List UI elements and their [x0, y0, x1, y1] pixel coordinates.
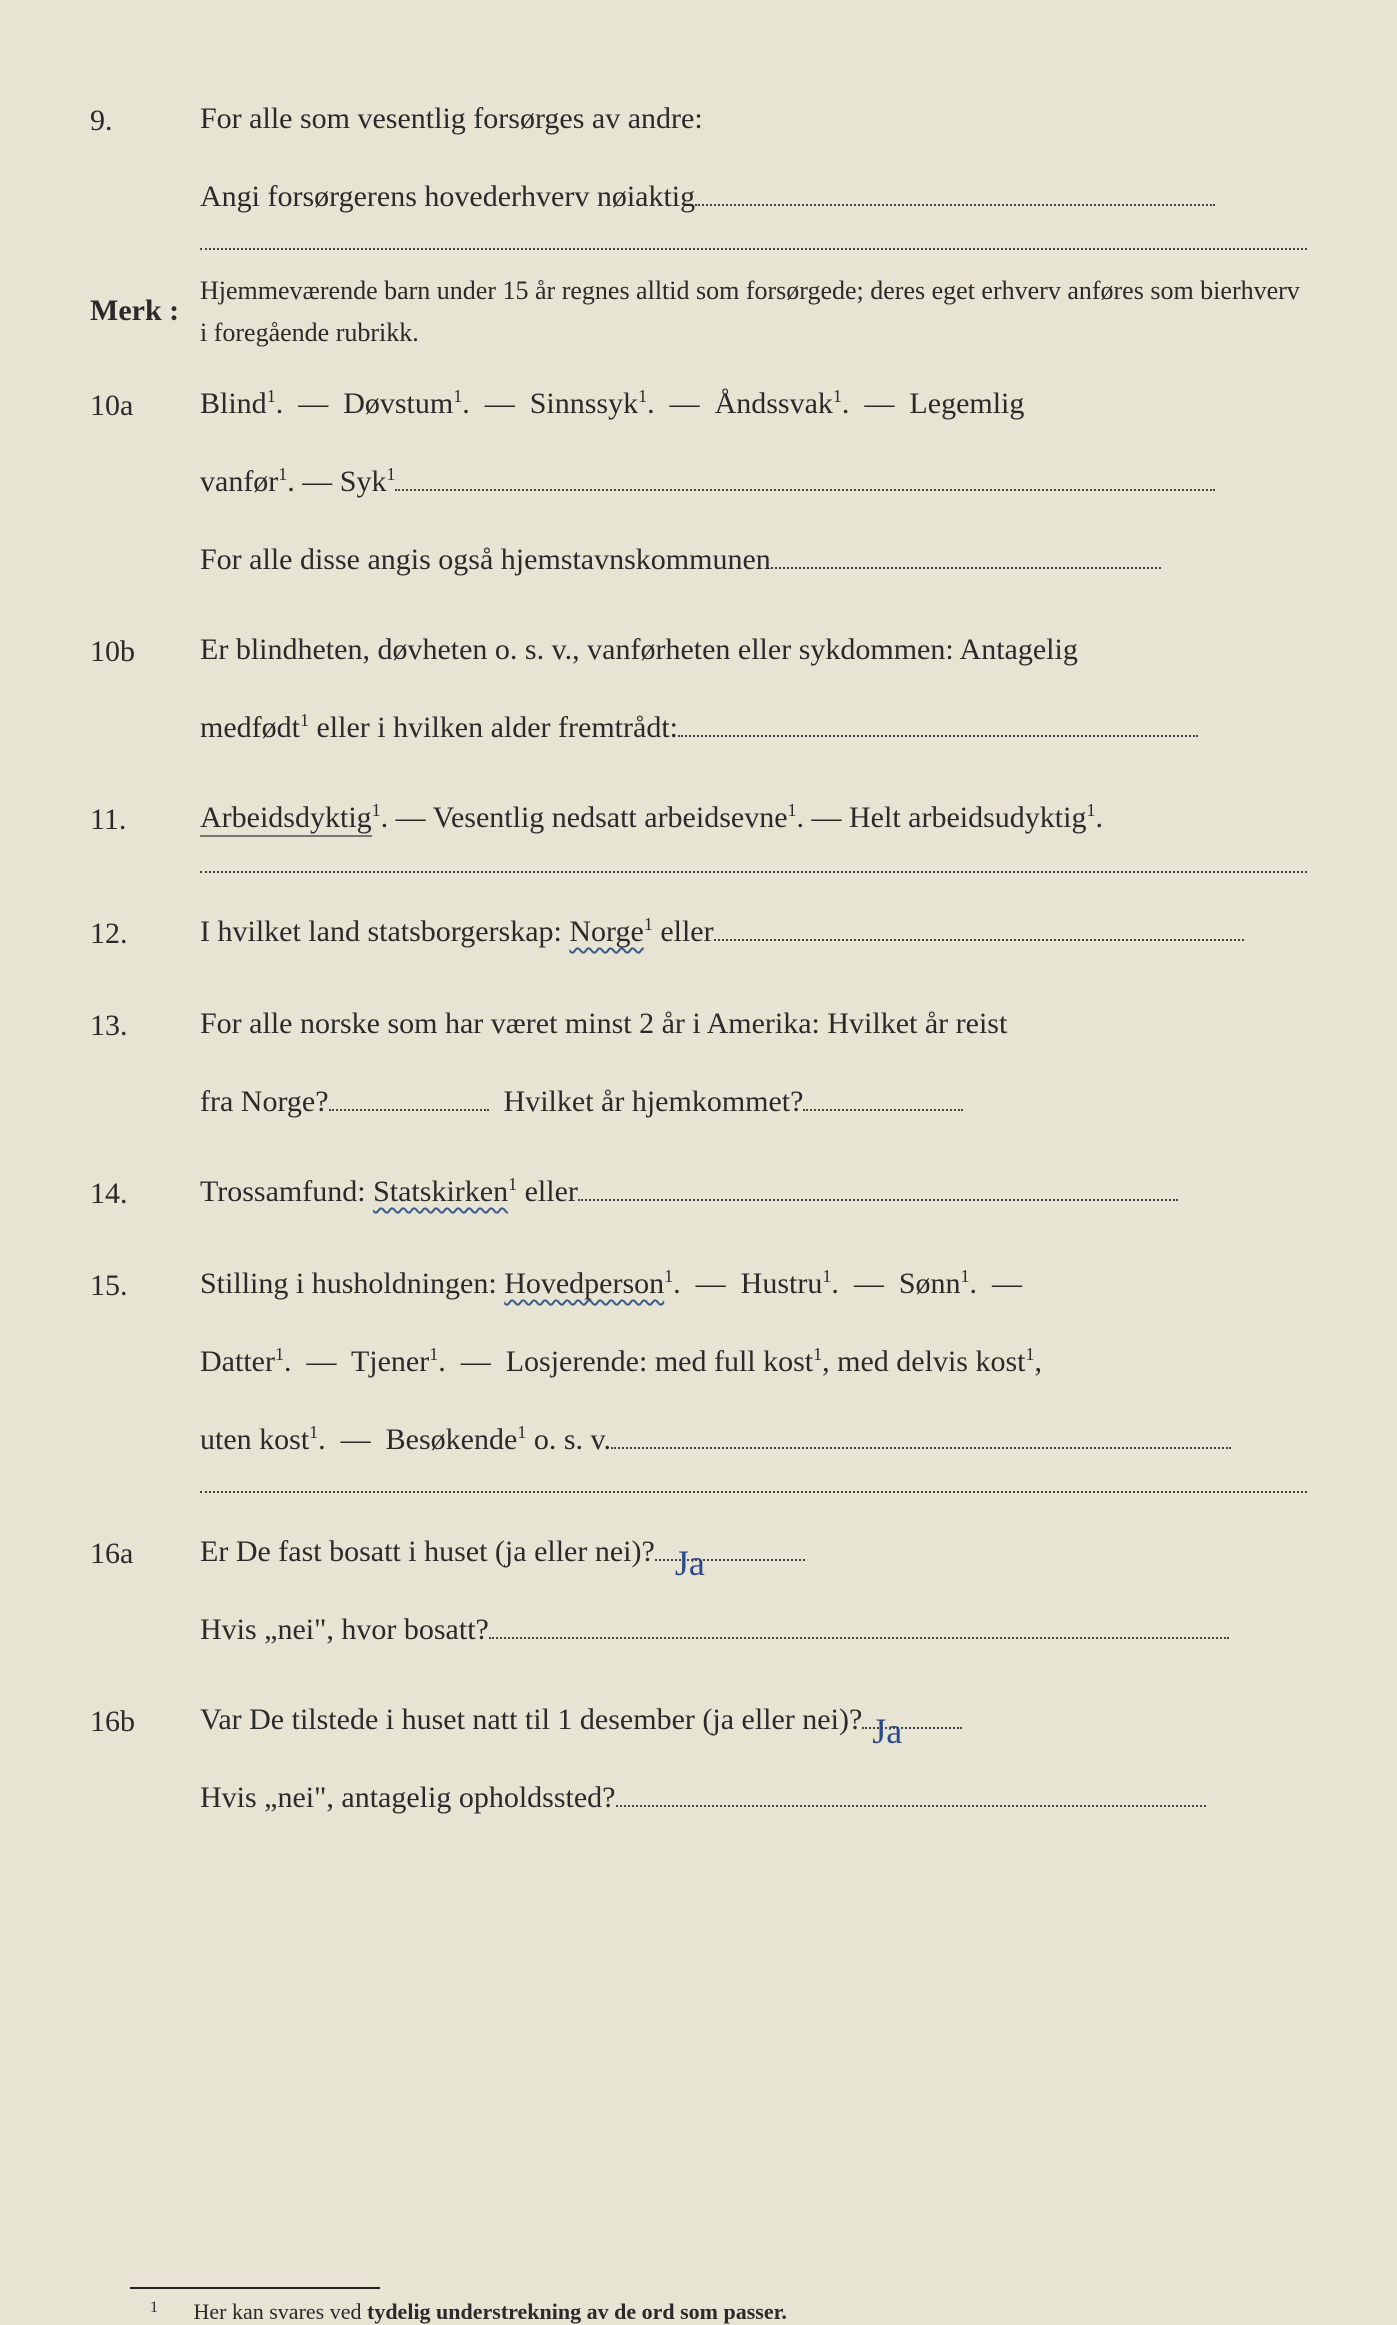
q14-prefix: Trossamfund: — [200, 1175, 373, 1208]
q13-fra-norge: fra Norge? — [200, 1085, 329, 1118]
q11-nedsatt: Vesentlig nedsatt arbeidsevne — [433, 801, 788, 834]
q16b-blank-ophold[interactable] — [616, 1805, 1206, 1807]
q15-content: Stilling i husholdningen: Hovedperson1. … — [200, 1245, 1307, 1479]
q15-datter: Datter — [200, 1345, 275, 1378]
q14-number: 14. — [90, 1153, 200, 1233]
q15-besokende: Besøkende — [386, 1423, 518, 1456]
q15-hustru: Hustru — [741, 1267, 823, 1300]
footnote-text-a: Her kan svares ved — [194, 2299, 368, 2324]
q10a-opt-sinnssyk: Sinnssyk — [530, 387, 638, 420]
merk-text: Hjemmeværende barn under 15 år regnes al… — [200, 270, 1307, 353]
q15-tjener: Tjener — [351, 1345, 429, 1378]
question-15: 15. Stilling i husholdningen: Hovedperso… — [90, 1245, 1307, 1479]
question-16a: 16a Er De fast bosatt i huset (ja eller … — [90, 1513, 1307, 1669]
q13-hjemkommet: Hvilket år hjemkommet? — [504, 1085, 804, 1118]
q15-blank[interactable] — [611, 1447, 1231, 1449]
q16a-handwritten-answer: Ja — [675, 1517, 705, 1611]
question-13: 13. For alle norske som har været minst … — [90, 985, 1307, 1141]
q13-content: For alle norske som har været minst 2 år… — [200, 985, 1307, 1141]
q11-number: 11. — [90, 779, 200, 859]
question-10b: 10b Er blindheten, døvheten o. s. v., va… — [90, 611, 1307, 767]
q10a-blank-syk[interactable] — [395, 489, 1215, 491]
merk-note-row: Merk : Hjemmeværende barn under 15 år re… — [90, 270, 1307, 353]
question-10a: 10a Blind1. — Døvstum1. — Sinnssyk1. — Å… — [90, 365, 1307, 599]
q9-line2-prefix: Angi forsørgerens hovederhverv nøiaktig — [200, 180, 695, 213]
q10a-opt-blind: Blind — [200, 387, 267, 420]
q10a-blank-kommune[interactable] — [771, 567, 1161, 569]
q10b-medfodt: medfødt — [200, 711, 300, 744]
question-11: 11. Arbeidsdyktig1. — Vesentlig nedsatt … — [90, 779, 1307, 859]
q16a-content: Er De fast bosatt i huset (ja eller nei)… — [200, 1513, 1307, 1669]
q12-norge: Norge — [569, 915, 643, 948]
q15-tail: o. s. v. — [526, 1423, 611, 1456]
q16a-number: 16a — [90, 1513, 200, 1593]
q16b-blank-answer[interactable]: Ja — [862, 1727, 962, 1729]
q10a-syk: Syk — [340, 465, 387, 498]
q9-blank[interactable] — [695, 204, 1215, 206]
q10a-number: 10a — [90, 365, 200, 445]
q11-udyktig: Helt arbeidsudyktig — [849, 801, 1086, 834]
q15-sonn: Sønn — [899, 1267, 961, 1300]
q15-prefix: Stilling i husholdningen: — [200, 1267, 504, 1300]
q15-losjerende-uten: uten kost — [200, 1423, 309, 1456]
q10a-opt-dovstum: Døvstum — [343, 387, 453, 420]
q16a-line2: Hvis „nei", hvor bosatt? — [200, 1613, 489, 1646]
q15-losjerende-full: Losjerende: med full kost — [506, 1345, 813, 1378]
separator-after-11 — [200, 871, 1307, 873]
separator-after-15 — [200, 1491, 1307, 1493]
question-12: 12. I hvilket land statsborgerskap: Norg… — [90, 893, 1307, 973]
q15-losjerende-delvis: , med delvis kost — [822, 1345, 1025, 1378]
q10a-vanfor: vanfør — [200, 465, 278, 498]
q16b-handwritten-answer: Ja — [872, 1685, 902, 1779]
q11-content: Arbeidsdyktig1. — Vesentlig nedsatt arbe… — [200, 779, 1307, 857]
q12-number: 12. — [90, 893, 200, 973]
footnote-separator — [130, 2287, 380, 2289]
q14-statskirken: Statskirken — [373, 1175, 508, 1208]
q16b-content: Var De tilstede i huset natt til 1 desem… — [200, 1681, 1307, 1837]
q10a-content: Blind1. — Døvstum1. — Sinnssyk1. — Åndss… — [200, 365, 1307, 599]
q12-content: I hvilket land statsborgerskap: Norge1 e… — [200, 893, 1307, 971]
q13-line1: For alle norske som har været minst 2 år… — [200, 1007, 1007, 1040]
question-16b: 16b Var De tilstede i huset natt til 1 d… — [90, 1681, 1307, 1837]
q13-blank-hjem[interactable] — [803, 1109, 963, 1111]
q10b-blank[interactable] — [678, 735, 1198, 737]
census-form-page: 9. For alle som vesentlig forsørges av a… — [0, 0, 1397, 2048]
q16a-q: Er De fast bosatt i huset (ja eller nei)… — [200, 1535, 655, 1568]
q13-number: 13. — [90, 985, 200, 1065]
q10a-opt-legemlig: Legemlig — [909, 387, 1024, 420]
question-14: 14. Trossamfund: Statskirken1 eller — [90, 1153, 1307, 1233]
q10b-line1: Er blindheten, døvheten o. s. v., vanfør… — [200, 633, 1078, 666]
q12-prefix: I hvilket land statsborgerskap: — [200, 915, 569, 948]
question-9: 9. For alle som vesentlig forsørges av a… — [90, 80, 1307, 236]
q15-hovedperson: Hovedperson — [504, 1267, 664, 1300]
q10a-opt-andssvak: Åndssvak — [715, 387, 833, 420]
merk-label: Merk : — [90, 270, 200, 350]
q12-suffix: eller — [653, 915, 714, 948]
footnote-number: 1 — [150, 2299, 158, 2316]
q16b-number: 16b — [90, 1681, 200, 1761]
q13-blank-reist[interactable] — [329, 1109, 489, 1111]
q9-number: 9. — [90, 80, 200, 160]
q10a-line3: For alle disse angis også hjemstavnskomm… — [200, 543, 771, 576]
q9-line1: For alle som vesentlig forsørges av andr… — [200, 102, 703, 135]
separator-after-9 — [200, 248, 1307, 250]
q16a-blank-answer[interactable]: Ja — [655, 1559, 805, 1561]
q14-content: Trossamfund: Statskirken1 eller — [200, 1153, 1307, 1231]
q15-number: 15. — [90, 1245, 200, 1325]
q16b-line2: Hvis „nei", antagelig opholdssted? — [200, 1781, 616, 1814]
q10b-number: 10b — [90, 611, 200, 691]
footnote-text-b: tydelig understrekning av de ord som pas… — [367, 2299, 787, 2324]
q16b-q: Var De tilstede i huset natt til 1 desem… — [200, 1703, 862, 1736]
q9-content: For alle som vesentlig forsørges av andr… — [200, 80, 1307, 236]
q14-suffix: eller — [517, 1175, 578, 1208]
q16a-blank-bosatt[interactable] — [489, 1637, 1229, 1639]
q14-blank[interactable] — [578, 1199, 1178, 1201]
q10b-content: Er blindheten, døvheten o. s. v., vanfør… — [200, 611, 1307, 767]
footnote: 1 Her kan svares ved tydelig understrekn… — [150, 2299, 1307, 2325]
q10b-eller: eller i hvilken alder fremtrådt: — [309, 711, 678, 744]
q12-blank[interactable] — [714, 939, 1244, 941]
q11-arbeidsdyktig: Arbeidsdyktig — [200, 801, 372, 837]
